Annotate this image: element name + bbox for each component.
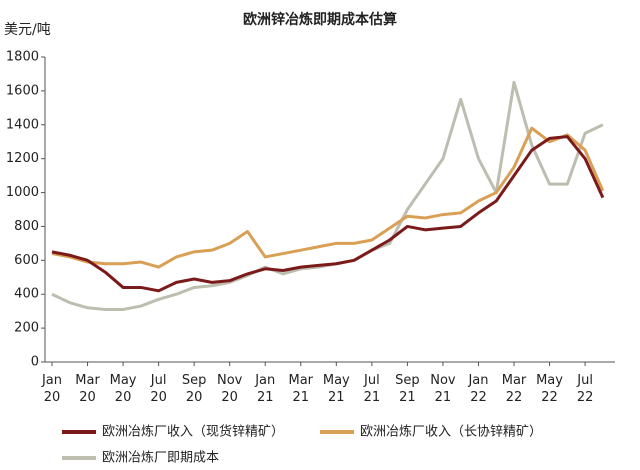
x-tick-label: Jul 21 <box>363 373 381 405</box>
x-tick-label: Jul 20 <box>150 373 167 405</box>
y-tick-label: 1600 <box>6 83 39 98</box>
x-tick-label: May 20 <box>109 373 137 405</box>
x-tick-label: Nov 21 <box>430 373 456 405</box>
y-tick-label: 1200 <box>6 151 39 166</box>
x-tick-label: Mar 22 <box>501 373 527 405</box>
x-tick-label: May 22 <box>536 373 563 405</box>
series-line <box>51 126 605 269</box>
series-line <box>51 135 605 293</box>
x-tick-label: Sep 21 <box>395 373 420 405</box>
y-tick-label: 400 <box>14 287 39 302</box>
x-tick-label: Mar 21 <box>288 373 314 405</box>
y-tick-label: 600 <box>14 253 39 268</box>
series-line <box>51 80 604 311</box>
x-tick-label: Sep 20 <box>181 373 207 405</box>
x-tick-label: Nov 20 <box>217 373 243 405</box>
y-tick-label: 800 <box>14 219 39 234</box>
legend-label: 欧洲冶炼厂收入（长协锌精矿） <box>360 425 542 440</box>
y-tick-label: 200 <box>14 321 39 336</box>
y-tick-label: 0 <box>31 355 39 370</box>
legend-label: 欧洲冶炼厂收入（现货锌精矿） <box>102 424 284 440</box>
x-tick-label: Jul 22 <box>576 373 594 405</box>
x-tick-label: Jan 21 <box>255 373 276 405</box>
x-tick-label: Jan 20 <box>41 373 63 405</box>
y-axis-label: 美元/吨 <box>4 22 51 38</box>
chart-title: 欧洲锌冶炼即期成本估算 <box>243 11 397 28</box>
x-tick-label: May 21 <box>322 373 350 405</box>
y-tick-label: 1400 <box>6 117 39 132</box>
y-tick-label: 1000 <box>6 185 39 200</box>
x-tick-label: Mar 20 <box>75 373 100 405</box>
x-tick-label: Jan 22 <box>468 373 489 405</box>
y-tick-label: 1800 <box>6 50 39 65</box>
legend-label: 欧洲冶炼厂即期成本 <box>102 451 219 466</box>
